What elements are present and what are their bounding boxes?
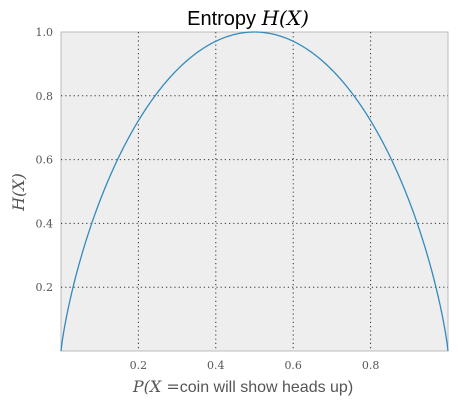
x-axis-label-text: coin will show heads up) [180, 379, 353, 396]
y-tick-label: 0.2 [36, 281, 54, 294]
y-tick-label: 1.0 [36, 26, 54, 39]
y-tick-label: 0.6 [36, 154, 54, 167]
chart-title-math: H(X) [261, 6, 309, 30]
tick-labels: 0.2 0.4 0.6 0.8 0.2 0.4 0.6 0.8 1.0 [36, 26, 380, 372]
grid [61, 32, 448, 351]
chart-title: Entropy H(X) [187, 6, 309, 30]
entropy-curve [60, 31, 449, 352]
y-axis-label: H(X) [9, 173, 28, 212]
x-tick-label: 0.4 [207, 359, 225, 372]
y-tick-label: 0.4 [36, 217, 54, 230]
x-tick-label: 0.6 [284, 359, 302, 372]
x-tick-label: 0.8 [362, 359, 380, 372]
x-axis-label-math: P(X = [132, 377, 180, 396]
x-axis-label: P(X =coin will show heads up) [132, 377, 353, 396]
x-tick-label: 0.2 [130, 359, 148, 372]
chart-title-text: Entropy [187, 8, 261, 30]
y-tick-label: 0.8 [36, 90, 54, 103]
plot-area [60, 31, 449, 352]
